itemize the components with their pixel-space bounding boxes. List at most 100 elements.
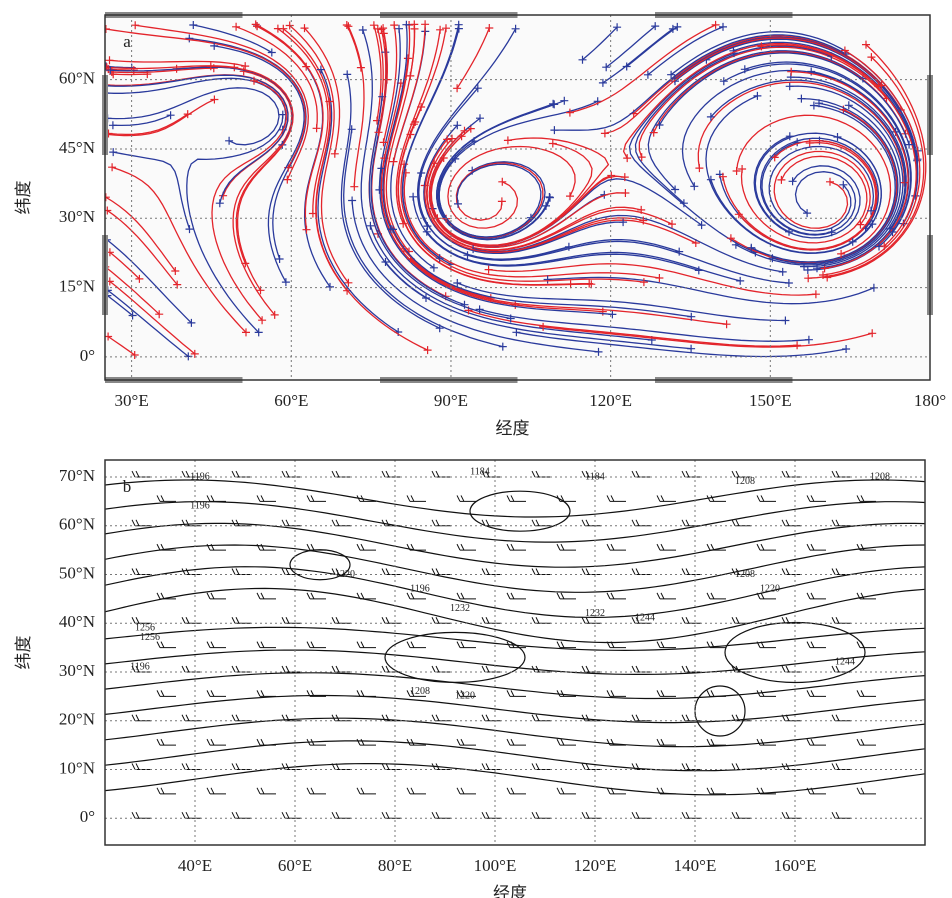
trajectory <box>424 139 644 253</box>
wind-barb <box>681 665 701 673</box>
x-tick-label: 90°E <box>434 391 468 410</box>
trajectory <box>107 87 280 146</box>
trajectory <box>710 136 882 254</box>
trajectory-end <box>639 216 648 225</box>
trajectory-end <box>435 324 444 333</box>
trajectory-end <box>107 68 116 76</box>
contour-label: 1244 <box>835 657 855 668</box>
trajectory <box>135 24 309 180</box>
trajectory <box>369 225 652 341</box>
trajectory <box>255 23 324 230</box>
y-tick-label: 40°N <box>59 612 95 631</box>
trajectory-end <box>690 182 699 191</box>
trajectory-end <box>402 20 411 29</box>
trajectory-end <box>697 221 706 230</box>
contour-label: 1256 <box>135 622 155 633</box>
trajectory <box>622 42 879 159</box>
wind-barb <box>656 641 676 649</box>
trajectory <box>382 24 408 230</box>
wind-barb <box>431 811 451 819</box>
trajectory-end <box>189 21 198 29</box>
trajectory-end <box>655 274 664 282</box>
trajectory <box>430 142 593 246</box>
trajectory-end <box>253 22 262 31</box>
contour <box>105 626 925 652</box>
trajectory-end <box>598 307 607 316</box>
wind-barb <box>381 519 401 527</box>
trajectory-end <box>300 24 309 33</box>
contour-label: 1220 <box>335 569 355 580</box>
wind-barb <box>506 641 526 649</box>
trajectory <box>773 150 871 229</box>
trajectory-end <box>833 133 842 141</box>
wind-barb <box>506 738 526 746</box>
wind-barb <box>656 543 676 551</box>
trajectory-end <box>267 48 276 57</box>
trajectory-end <box>453 121 462 130</box>
wind-barb <box>756 543 776 551</box>
wind-barb <box>806 495 826 502</box>
trajectory <box>392 229 692 318</box>
wind-barb <box>331 617 351 624</box>
trajectory <box>397 106 571 286</box>
wind-barb <box>281 519 301 527</box>
wind-barb <box>406 787 426 795</box>
contour-label: 1220 <box>455 691 475 702</box>
trajectory-end <box>421 20 430 29</box>
wind-barb <box>656 738 676 746</box>
trajectory-end <box>695 164 704 173</box>
wind-barb <box>131 470 151 478</box>
wind-barb <box>281 714 301 722</box>
trajectory <box>111 166 247 333</box>
trajectory-end <box>409 192 418 201</box>
panel-label: b <box>123 477 132 496</box>
trajectory-end <box>639 278 648 287</box>
x-tick-label: 150°E <box>749 391 792 410</box>
trajectory-end <box>503 136 512 145</box>
wind-barb <box>306 690 326 697</box>
wind-barb <box>681 617 701 624</box>
wind-barb <box>656 690 676 697</box>
trajectory-end <box>377 25 386 34</box>
trajectory-end <box>190 349 199 358</box>
wind-barb <box>406 738 426 746</box>
trajectory <box>791 71 909 270</box>
trajectory-end <box>302 225 311 234</box>
wind-barb <box>456 738 476 746</box>
wind-barb <box>481 665 501 673</box>
trajectory-end <box>460 300 469 309</box>
trajectory-end <box>804 274 813 283</box>
wind-barb <box>331 714 351 722</box>
wind-barb <box>631 811 651 819</box>
trajectory-end <box>805 139 814 147</box>
trajectory <box>604 37 882 135</box>
wind-barb <box>381 617 401 624</box>
trajectory-end <box>485 24 494 32</box>
trajectory <box>193 24 273 54</box>
trajectory-end <box>390 21 399 30</box>
wind-barb <box>406 641 426 649</box>
wind-barb <box>456 641 476 649</box>
wind-barb <box>781 568 801 576</box>
trajectory-end <box>706 112 715 121</box>
wind-barb <box>581 519 601 527</box>
wind-barb <box>181 811 201 819</box>
wind-barb <box>531 665 551 673</box>
trajectory <box>416 28 517 227</box>
trajectory-end <box>793 341 802 350</box>
trajectory <box>109 59 246 67</box>
wind-barb <box>581 714 601 722</box>
trajectory <box>430 135 625 247</box>
wind-barb <box>556 495 576 502</box>
panel-label: a <box>123 32 131 51</box>
trajectory-end <box>565 108 574 117</box>
trajectory <box>277 28 329 214</box>
wind-barb <box>331 665 351 673</box>
trajectory <box>554 34 847 131</box>
trajectory-end <box>667 70 676 79</box>
trajectory <box>753 135 861 239</box>
wind-barb <box>706 641 726 649</box>
trajectory <box>108 113 189 136</box>
trajectory-end <box>526 213 535 222</box>
wind-barb <box>631 519 651 527</box>
